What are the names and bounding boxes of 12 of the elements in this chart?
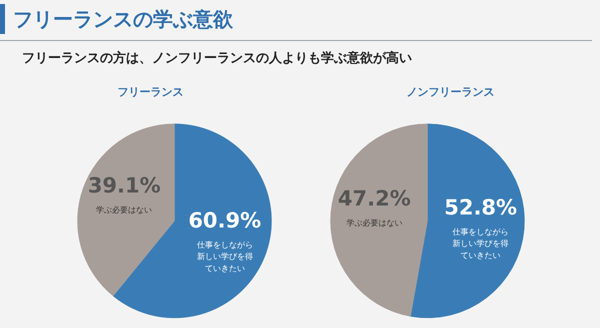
slice-label: 学ぶ必要はない [346, 218, 402, 228]
text: フリーランスの方は、ノンフリーランスの人よりも学ぶ意欲が高い [22, 50, 413, 68]
chart-title: フリーランス [118, 86, 184, 98]
slice-label: 仕事をしながら新しい学びを得ていきたい [452, 227, 509, 260]
slice-label: 仕事をしながら新しい学びを得ていきたい [196, 240, 253, 273]
data-label: 47.2% [338, 186, 411, 210]
chart-title: ノンフリーランス [406, 86, 494, 98]
data-label: 60.9% [188, 208, 262, 233]
slice-label: 学ぶ必要はない [96, 205, 152, 214]
text: フリーランスの学ぶ意欲 [0, 4, 592, 34]
data-label: 52.8% [444, 196, 518, 220]
data-label: 39.1% [88, 173, 161, 198]
